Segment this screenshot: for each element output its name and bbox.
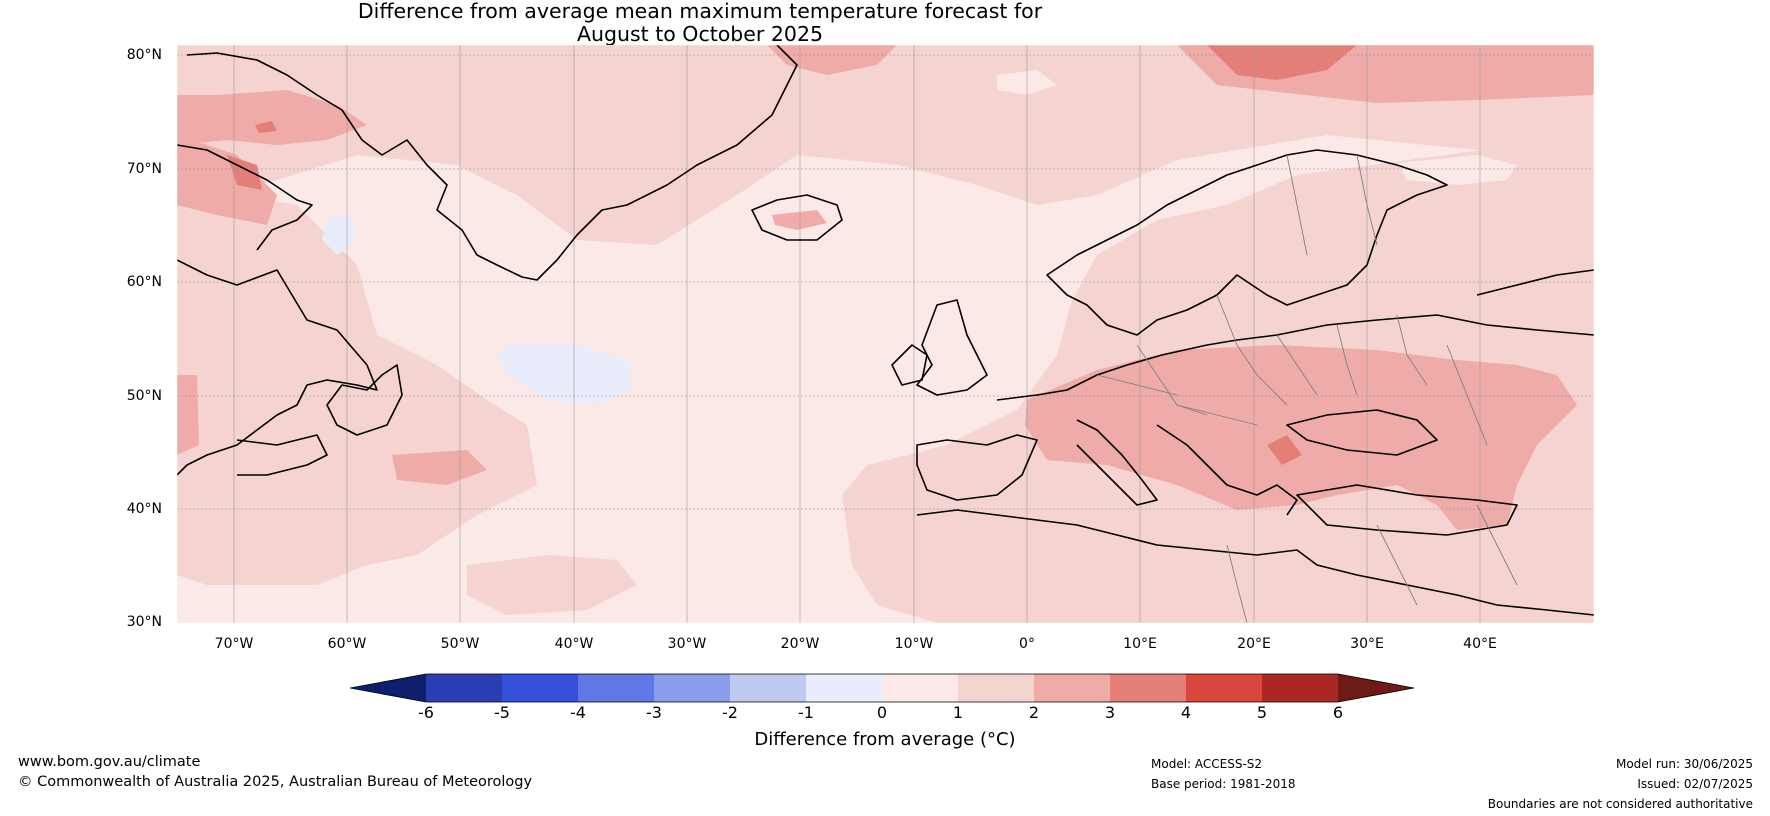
colorbar-above-max — [1338, 674, 1414, 702]
italy-coast — [1076, 419, 1158, 506]
lon-label: 60°W — [327, 636, 367, 652]
colorbar-m3-m2 — [654, 674, 730, 702]
lon-label: 70°W — [214, 636, 254, 652]
issued-text: Issued: 02/07/2025 — [1637, 777, 1753, 791]
lat-label: 30°N — [126, 614, 162, 630]
model-text: Model: ACCESS-S2 — [1151, 757, 1263, 771]
colorbar-tick: 6 — [1332, 703, 1344, 722]
colorbar-m5-m4 — [502, 674, 578, 702]
colorbar-p3-4 — [1110, 674, 1186, 702]
coastlines — [177, 45, 1594, 616]
region-3-4-svalbard — [1207, 45, 1357, 80]
colorbar-tick: -3 — [646, 703, 662, 722]
lat-label: 50°N — [126, 388, 162, 404]
region-2-3-baffin — [177, 90, 367, 145]
lat-label: 70°N — [126, 161, 162, 177]
region-3-4-balkans — [1267, 435, 1302, 465]
colorbar-tick: -1 — [798, 703, 814, 722]
uk-coast — [916, 299, 988, 396]
colorbar-tick: -5 — [494, 703, 510, 722]
lon-label: 40°W — [554, 636, 594, 652]
colorbar-p0-1 — [882, 674, 958, 702]
lon-label: 20°E — [1237, 636, 1271, 652]
colorbar-tick: 5 — [1256, 703, 1268, 722]
lat-label: 80°N — [126, 47, 162, 63]
lon-label: 10°E — [1123, 636, 1157, 652]
greenland-coast — [186, 45, 798, 281]
colorbar-outline — [349, 673, 1415, 703]
lon-label: 30°W — [667, 636, 707, 652]
colorbar-swatches — [349, 673, 1415, 703]
map-title: Difference from average mean maximum tem… — [0, 0, 1400, 46]
baffin-coast — [177, 144, 313, 251]
turkey-coast — [1296, 484, 1518, 536]
labrador-coast — [177, 259, 378, 476]
colorbar-m2-m1 — [730, 674, 806, 702]
colorbar-m6-m5 — [426, 674, 502, 702]
iceland-coast — [751, 194, 843, 241]
colorbar-tick: -2 — [722, 703, 738, 722]
scandinavia-coast — [1046, 149, 1448, 336]
website-link[interactable]: www.bom.gov.au/climate — [18, 754, 201, 770]
region-1-2-south — [467, 555, 637, 615]
black-sea-coast — [1286, 409, 1438, 456]
balkans-coast — [1156, 424, 1298, 516]
title-line-2: August to October 2025 — [576, 22, 824, 46]
north-africa-coast — [916, 509, 1594, 616]
colorbar-p1-2 — [958, 674, 1034, 702]
region-2-3-east-greenland — [767, 45, 897, 75]
lat-label: 60°N — [126, 274, 162, 290]
colorbar-p5-6 — [1262, 674, 1338, 702]
map-area — [176, 44, 1595, 624]
base-period-text: Base period: 1981-2018 — [1151, 777, 1296, 791]
lon-label: 40°E — [1463, 636, 1497, 652]
region-2-3-hudson — [177, 135, 277, 225]
region-1-2-north — [177, 45, 1594, 245]
nova-scotia-coast — [236, 434, 328, 476]
region-2-3-iceland — [772, 210, 827, 230]
colorbar-tick: -6 — [418, 703, 434, 722]
lon-label: 50°W — [440, 636, 480, 652]
region-2-3-atlantic — [392, 450, 487, 485]
newfoundland-coast — [326, 364, 403, 436]
lon-label: 0° — [1019, 636, 1035, 652]
region-0-1-norwegian-sea — [1397, 155, 1517, 185]
iberia-coast — [916, 434, 1038, 501]
colorbar-below-min — [350, 674, 426, 702]
region-m1-0-labrador-sea — [322, 215, 357, 255]
colorbar-tick: 0 — [876, 703, 888, 722]
lon-label: 30°E — [1350, 636, 1384, 652]
title-line-1: Difference from average mean maximum tem… — [357, 0, 1043, 23]
copyright-text: © Commonwealth of Australia 2025, Austra… — [18, 774, 533, 790]
lat-label: 40°N — [126, 501, 162, 517]
disclaimer-text: Boundaries are not considered authoritat… — [1487, 797, 1753, 811]
meridians — [233, 45, 1481, 623]
colorbar-label: Difference from average (°C) — [754, 729, 1016, 750]
colorbar-m1-0 — [806, 674, 882, 702]
ireland-coast — [891, 344, 928, 386]
colorbar-tick: 1 — [952, 703, 964, 722]
colorbar-tick: -4 — [570, 703, 586, 722]
model-run-text: Model run: 30/06/2025 — [1615, 757, 1753, 771]
lon-label: 10°W — [894, 636, 934, 652]
anomaly-map — [176, 44, 1595, 624]
graticule — [177, 54, 1594, 510]
east-coast — [1476, 269, 1594, 296]
colorbar-tick: 4 — [1180, 703, 1192, 722]
country-borders — [1096, 154, 1518, 623]
region-m1-0-north-atlantic — [497, 345, 632, 405]
colorbar-tick: 3 — [1104, 703, 1116, 722]
colorbar-p4-5 — [1186, 674, 1262, 702]
colorbar-p2-3 — [1034, 674, 1110, 702]
region-3-4-spot — [255, 121, 277, 133]
colorbar — [349, 672, 1420, 708]
colorbar-m4-m3 — [578, 674, 654, 702]
europe-mainland-coast — [996, 314, 1594, 401]
lon-label: 20°W — [780, 636, 820, 652]
region-2-3-west-edge — [177, 375, 199, 455]
colorbar-tick: 2 — [1028, 703, 1040, 722]
